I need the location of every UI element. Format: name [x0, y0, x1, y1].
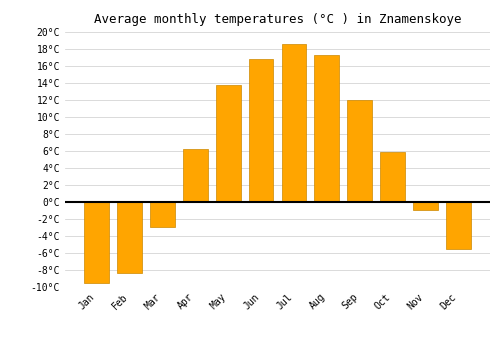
Bar: [348, 100, 372, 202]
Title: Average monthly temperatures (°C ) in Znamenskoye: Average monthly temperatures (°C ) in Zn…: [94, 13, 461, 26]
Bar: [248, 59, 274, 202]
Bar: [84, 202, 109, 283]
Bar: [150, 202, 174, 228]
Bar: [446, 202, 470, 248]
Bar: [117, 202, 142, 273]
Bar: [216, 85, 240, 202]
Bar: [282, 44, 306, 202]
Bar: [183, 149, 208, 202]
Bar: [380, 153, 405, 202]
Bar: [413, 202, 438, 210]
Bar: [314, 55, 339, 202]
